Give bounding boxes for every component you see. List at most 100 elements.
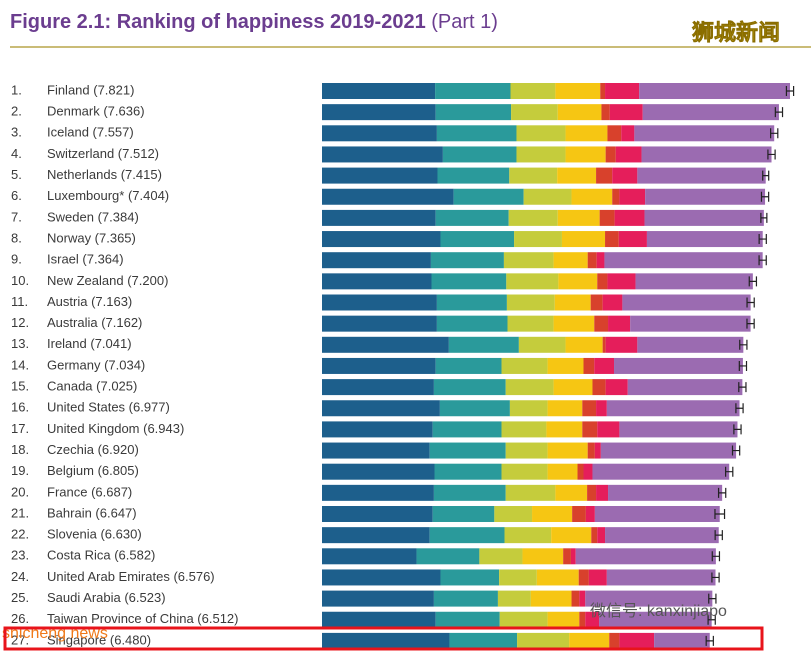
bar-segment (577, 463, 584, 480)
bar-segment (600, 83, 606, 99)
bar-segment (579, 611, 586, 628)
bar-segment (322, 146, 443, 163)
bar-segment (505, 379, 554, 396)
bar-segment (507, 315, 554, 332)
bar-segment (322, 357, 436, 374)
error-bar (711, 572, 720, 583)
bar-segment (322, 294, 437, 311)
bar-segment (557, 209, 600, 226)
bar-segment (621, 125, 635, 142)
error-bar (738, 360, 748, 371)
bar-segment (602, 336, 606, 353)
category-label: New Zealand (7.200) (47, 273, 168, 288)
rank-label: 23. (11, 548, 29, 563)
bar-segment (637, 167, 766, 184)
bar-segment (565, 125, 608, 142)
bar-segment (322, 167, 438, 184)
bar-segment (551, 527, 592, 544)
bar-segment (599, 209, 615, 226)
bar-segment (501, 421, 547, 438)
bar-segment (479, 548, 523, 565)
bar-segment (557, 167, 597, 184)
bar-segment (429, 527, 505, 544)
error-bar (738, 382, 747, 393)
bar-segment (594, 315, 609, 332)
bar-segment (440, 231, 515, 248)
bar-segment (604, 252, 763, 269)
bar-segment (585, 506, 595, 522)
bar-segment (503, 252, 554, 269)
bar-segment (565, 336, 603, 353)
bar-segment (322, 104, 436, 121)
plot: 1. Finland (7.821) 2. Denmark (7.636) 3. Icel… (11, 82, 795, 649)
bar-segment (605, 146, 616, 163)
bar-segment (606, 400, 740, 417)
bar-segment (605, 527, 719, 544)
bar-segment (583, 357, 595, 374)
bar-segment (619, 188, 646, 205)
category-label: Ireland (7.041) (47, 336, 132, 351)
bar-segment (646, 231, 763, 248)
bar-segment (605, 336, 638, 353)
error-bar (714, 530, 723, 541)
bar-segment (645, 188, 766, 205)
bar-segment (434, 463, 502, 480)
bar-segment (504, 527, 552, 544)
category-label: Sweden (7.384) (47, 209, 139, 224)
error-bar (714, 509, 726, 519)
bar-segment (605, 231, 619, 248)
bar-segment (522, 548, 564, 565)
bar-segment (615, 146, 642, 163)
bar-segment (494, 506, 533, 522)
error-bar (708, 593, 717, 604)
bar-segment (547, 442, 588, 459)
bar-segment (582, 400, 597, 417)
bar-segment (322, 548, 417, 565)
rank-label: 26. (11, 611, 29, 626)
bar-segment (501, 463, 548, 480)
category-label: Saudi Arabia (6.523) (47, 590, 166, 605)
bar-segment (553, 379, 593, 396)
bar-segment (592, 463, 730, 480)
category-label: Taiwan Province of China (6.512) (47, 611, 239, 626)
bar-segment (553, 252, 588, 269)
error-bar (762, 170, 770, 181)
bar-segment (608, 315, 631, 332)
bar-segment (435, 611, 500, 628)
bar-segment (509, 400, 548, 417)
rank-label: 12. (11, 315, 29, 330)
rank-label: 1. (11, 82, 22, 97)
rank-label: 27. (11, 632, 29, 647)
error-bar (748, 276, 758, 287)
bar-segment (322, 484, 434, 501)
bar-segment (514, 231, 562, 248)
category-label: Switzerland (7.512) (47, 146, 159, 161)
bar-segment (594, 506, 720, 522)
error-bar (735, 403, 744, 414)
bar-segment (442, 146, 517, 163)
bar-segment (436, 315, 508, 332)
rank-label: 18. (11, 442, 29, 457)
bar-segment (583, 463, 593, 480)
bar-segment (435, 83, 511, 99)
bar-segment (571, 590, 580, 607)
category-label: Luxembourg* (7.404) (47, 188, 169, 203)
bar-segment (517, 632, 570, 649)
rank-label: 15. (11, 379, 29, 394)
bar-segment (591, 527, 598, 544)
bar-segment (597, 527, 606, 544)
bar-segment (588, 569, 607, 586)
bar-segment (547, 357, 584, 374)
bar-segment (585, 611, 600, 628)
bar-segment (536, 569, 579, 586)
rank-label: 19. (11, 463, 29, 478)
error-bar (739, 339, 748, 350)
category-label: Canada (7.025) (47, 379, 137, 394)
rank-label: 10. (11, 273, 29, 288)
watermark: 微信号: kanxinjiapo (590, 602, 727, 620)
bar-segment (436, 125, 517, 142)
bar-segment (322, 611, 436, 628)
bar-segment (619, 632, 655, 649)
rank-label: 21. (11, 505, 29, 520)
title-part: (Part 1) (431, 11, 498, 33)
